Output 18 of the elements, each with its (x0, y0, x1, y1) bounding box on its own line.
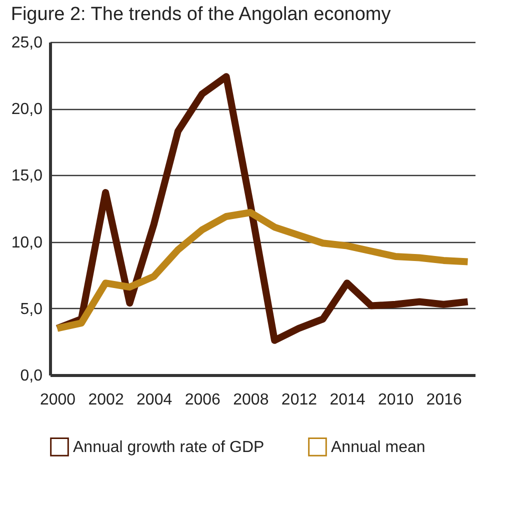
x-tick-label: 2010 (378, 392, 414, 408)
y-tick-label: 25,0 (11, 34, 43, 52)
chart-title: Figure 2: The trends of the Angolan economy (10, 4, 392, 25)
y-tick-label: 0,0 (20, 368, 43, 384)
y-tick-label: 15,0 (11, 168, 43, 185)
y-tick-label: 10,0 (11, 234, 43, 252)
x-tick-label: 2002 (88, 392, 124, 408)
x-tick-label: 2004 (136, 392, 172, 408)
x-tick-label: 2016 (426, 392, 462, 408)
x-tick-label: 2012 (281, 392, 318, 408)
x-tick-label: 2008 (233, 392, 269, 408)
legend-label: Annual mean (331, 438, 426, 456)
legend-label: Annual growth rate of GDP (73, 438, 264, 456)
x-tick-label: 2014 (330, 392, 366, 408)
y-tick-label: 5,0 (20, 300, 43, 318)
y-tick-label: 20,0 (11, 101, 43, 118)
x-tick-label: 2000 (40, 392, 76, 408)
x-tick-label: 2006 (184, 392, 221, 408)
